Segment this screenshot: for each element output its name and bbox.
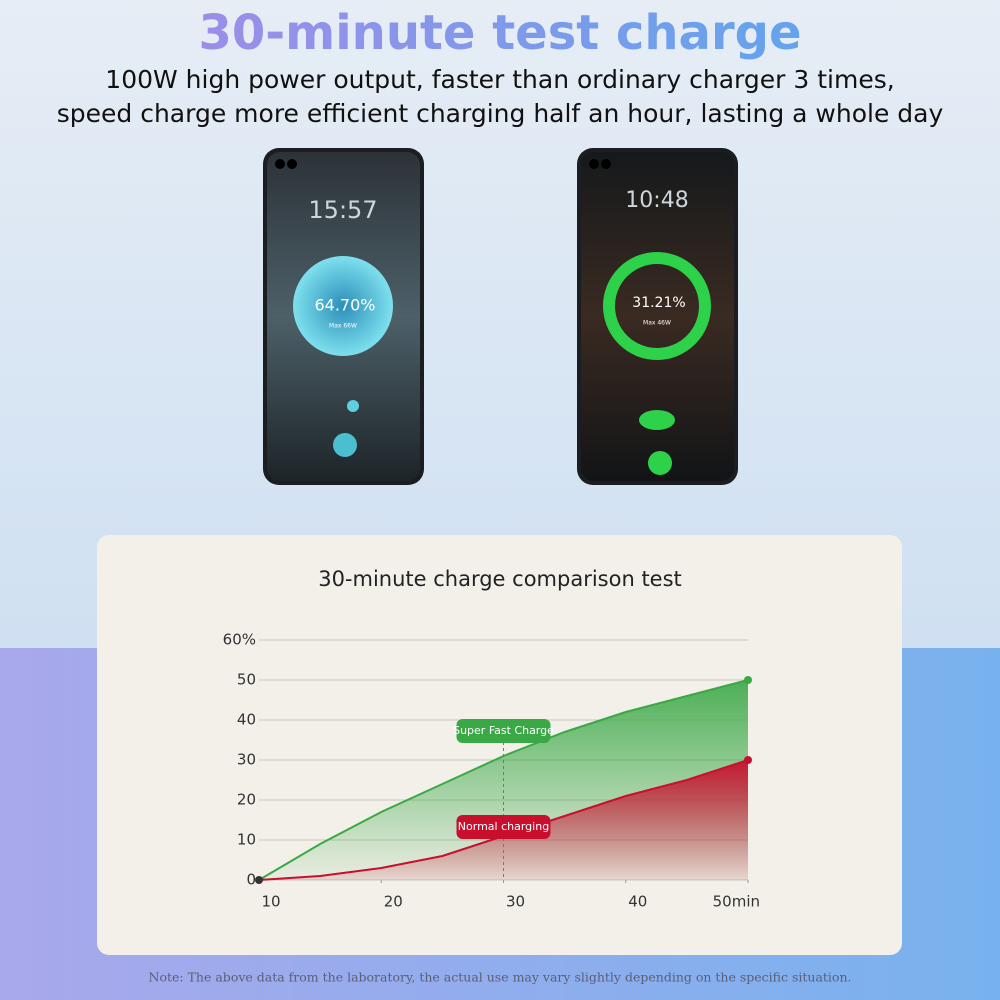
title: 30-minute test charge [198, 5, 801, 61]
phone-percent: 64.70% [314, 296, 375, 315]
series-label-bg [456, 815, 551, 839]
phone-time: 10:48 [625, 188, 688, 213]
plot: 0 10 20 30 40 50 60% 10 20 30 40 50min Super Fast Ch… [223, 631, 760, 911]
phone-max: Max 46W [643, 320, 671, 327]
y-tick-label: 0 [246, 871, 256, 889]
y-tick-label: 60% [223, 631, 256, 649]
end-dot [744, 756, 752, 764]
phone-time: 15:57 [308, 196, 377, 224]
phone-max: Max 66W [329, 323, 357, 330]
end-dot [744, 676, 752, 684]
start-dot [255, 876, 263, 884]
x-tick-label: 20 [384, 893, 403, 911]
y-tick-label: 20 [237, 791, 256, 809]
x-tick-label: 50min [713, 893, 760, 911]
subtitle: speed charge more efficient charging hal… [57, 99, 944, 128]
x-tick-label: 40 [628, 893, 647, 911]
x-tick-label: 30 [506, 893, 525, 911]
series-label: Normal charging [458, 820, 549, 833]
series-label: Super Fast Charge [453, 724, 554, 737]
x-tick-label: 10 [261, 893, 280, 911]
y-tick-label: 50 [237, 671, 256, 689]
y-tick-label: 30 [237, 751, 256, 769]
subtitle: 100W high power output, faster than ordi… [105, 65, 894, 94]
area [259, 760, 748, 880]
phone: 10:48 31.21% Max 46W [577, 148, 738, 485]
phone-percent: 31.21% [632, 295, 685, 311]
series-label-bg [456, 719, 551, 743]
phone: 15:57 64.70% Max 66W [263, 148, 424, 485]
y-tick-label: 10 [237, 831, 256, 849]
chart-title: 30-minute charge comparison test [318, 567, 682, 591]
note: Note: The above data from the laboratory… [149, 970, 852, 985]
chart-card [97, 535, 902, 955]
y-tick-label: 40 [237, 711, 256, 729]
